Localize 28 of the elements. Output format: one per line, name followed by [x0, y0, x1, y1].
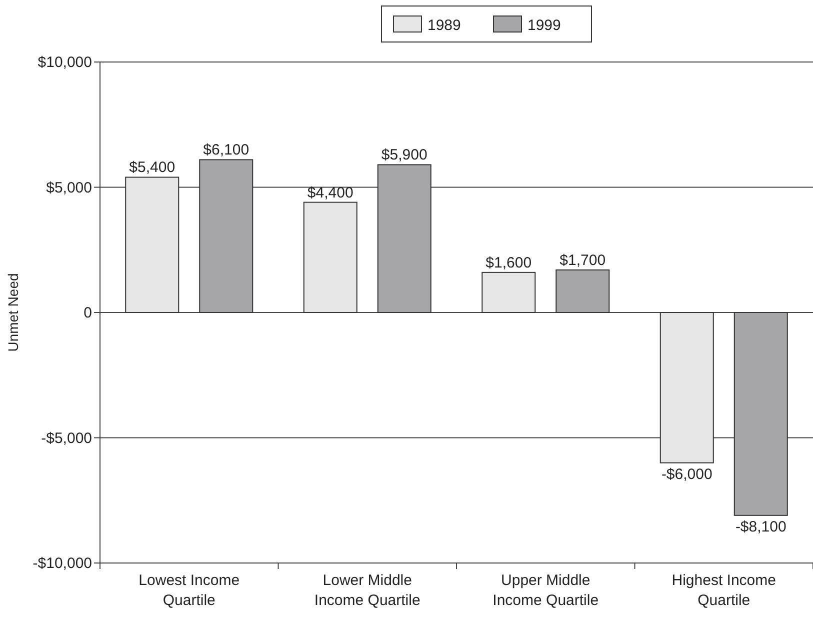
x-tick-label: Lower Middle Income Quartile: [314, 572, 420, 609]
y-tick-label: $10,000: [38, 54, 92, 71]
data-label: $4,400: [307, 184, 354, 202]
bar: [660, 312, 714, 464]
legend-label: 1989: [428, 17, 461, 34]
data-label: $1,700: [560, 252, 606, 269]
data-label: $6,100: [203, 142, 250, 159]
data-label: $5,900: [381, 146, 428, 164]
data-label: $5,400: [129, 159, 176, 176]
bar: [303, 202, 358, 313]
x-tick-label: Highest Income Quartile: [672, 572, 776, 609]
y-tick-label: -$5,000: [41, 430, 92, 447]
y-tick-label: -$10,000: [32, 555, 92, 572]
bar: [125, 176, 180, 313]
bar: [734, 312, 788, 516]
y-axis-title: Unmet Need: [5, 273, 21, 352]
data-label: $1,600: [486, 254, 532, 272]
data-label: -$8,100: [735, 518, 786, 536]
bar: [482, 272, 536, 313]
legend-label: 1999: [528, 17, 561, 34]
y-tick-label: $5,000: [46, 179, 92, 196]
x-tick-label: Lowest Income Quartile: [138, 572, 240, 609]
y-tick-label: 0: [84, 304, 92, 322]
bar: [377, 164, 432, 313]
x-tick-label: Upper Middle Income Quartile: [492, 572, 599, 609]
bar: [199, 159, 254, 313]
bar: [556, 269, 610, 313]
data-label: -$6,000: [661, 466, 712, 483]
